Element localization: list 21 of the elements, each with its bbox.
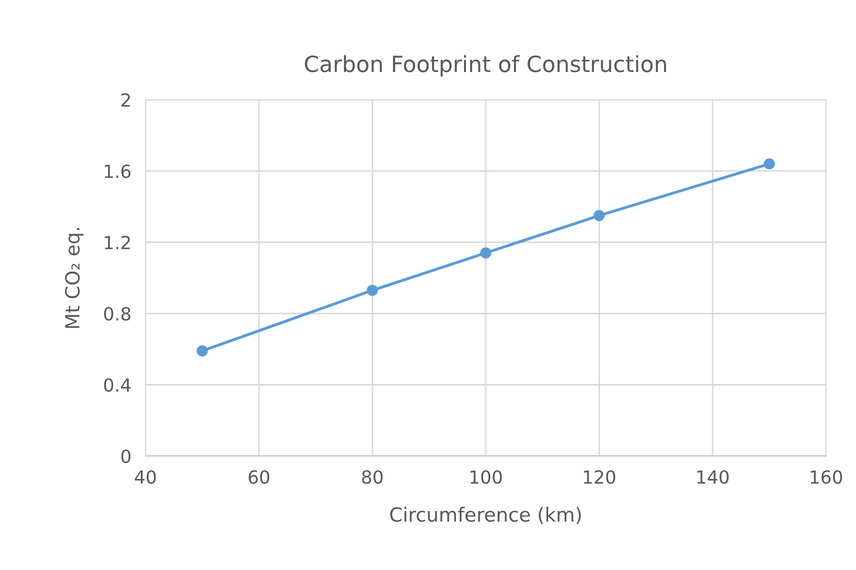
x-tick-label: 80 (362, 470, 383, 484)
x-tick-label: 120 (584, 470, 616, 484)
y-tick-label: 0 (121, 449, 130, 464)
y-tick-label: 0.4 (104, 378, 131, 392)
point (366, 284, 378, 296)
x-tick-label: 100 (470, 470, 502, 484)
y-tick-label: 1.6 (104, 164, 130, 178)
y-tick-label: 0.8 (104, 306, 130, 321)
x-axis-title: Circumference (km) (390, 506, 581, 524)
y-axis-title: Mt CO₂ eq. (64, 228, 84, 328)
x-tick-label: 60 (248, 470, 270, 484)
point (480, 247, 492, 258)
x-tick-label: 40 (134, 470, 156, 484)
x-tick-label: 160 (810, 470, 842, 484)
x-tick-label: 140 (697, 470, 729, 484)
point (764, 158, 775, 170)
chart-title: Carbon Footprint of Construction (304, 55, 666, 77)
y-tick-label: 2 (121, 93, 130, 107)
point (196, 345, 208, 356)
point (594, 210, 605, 222)
y-tick-label: 1.2 (104, 236, 130, 250)
